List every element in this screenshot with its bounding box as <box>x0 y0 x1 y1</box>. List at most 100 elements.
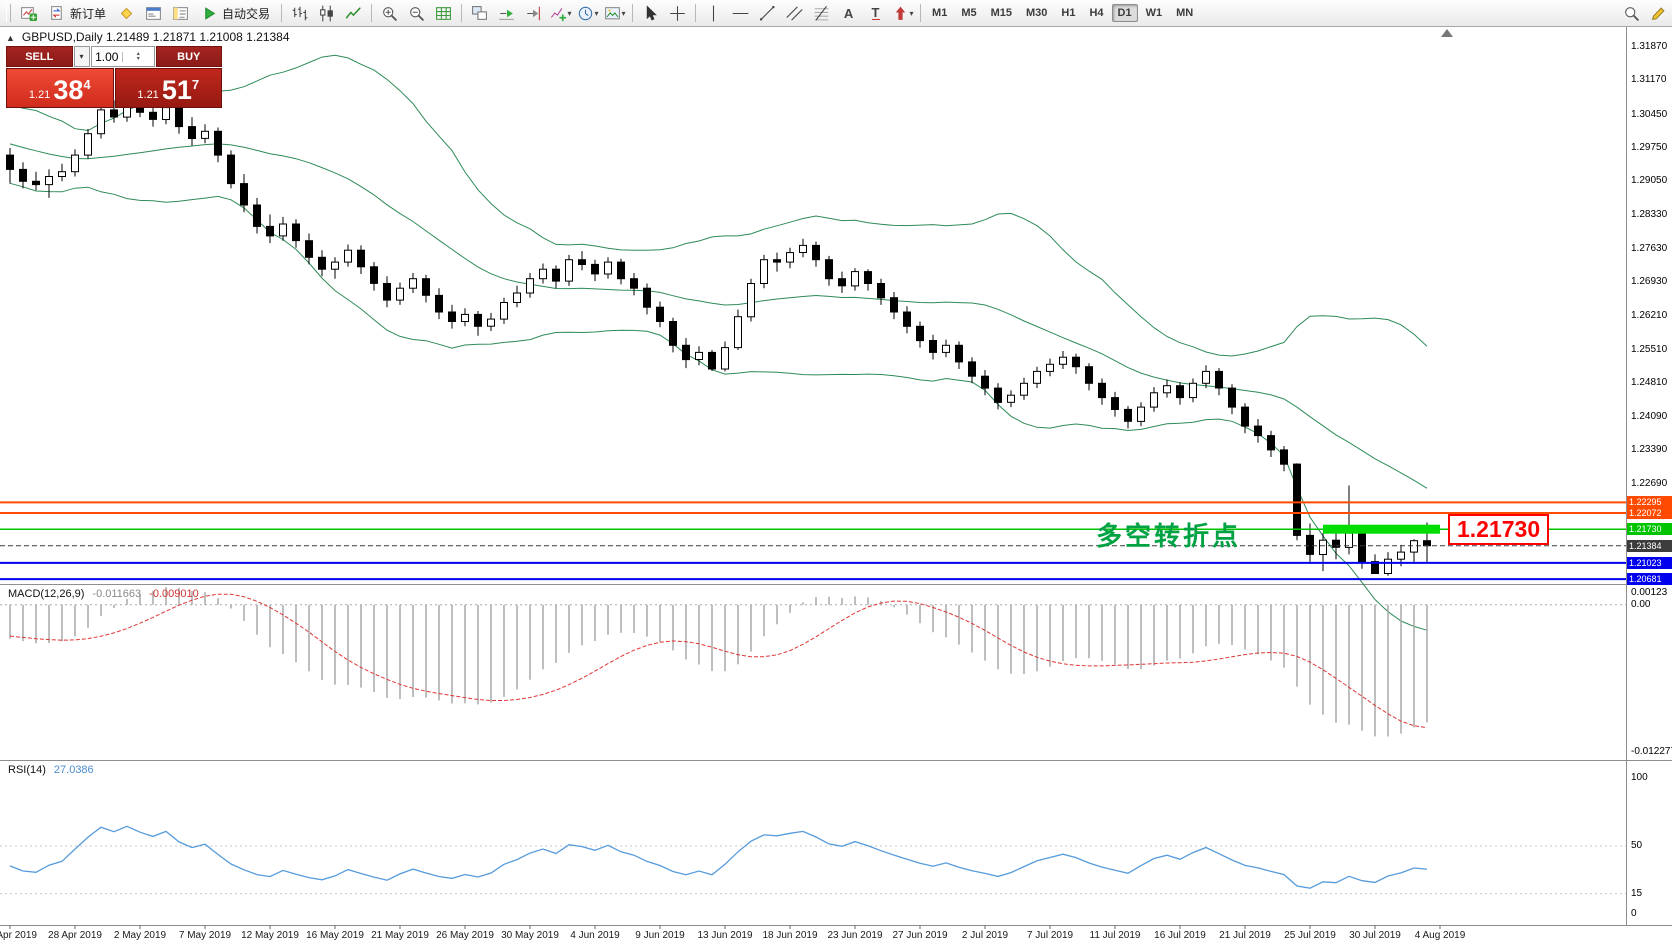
zoom-out-icon[interactable] <box>403 1 430 25</box>
date-axis-label: 26 May 2019 <box>436 930 494 941</box>
new-chart-icon[interactable] <box>15 1 42 25</box>
vertical-line-icon[interactable] <box>700 1 727 25</box>
volume-spinner: ▴ ▾ <box>122 50 154 62</box>
cursor-icon[interactable] <box>637 1 664 25</box>
toolbar-separator <box>695 4 697 22</box>
bar-chart-icon[interactable] <box>286 1 313 25</box>
grid-icon[interactable] <box>430 1 457 25</box>
pencil-icon[interactable] <box>1645 1 1672 25</box>
macd-axis-label: 0.00123 <box>1631 587 1668 598</box>
candles-layer <box>6 92 1431 576</box>
sell-price-button[interactable]: 1.21 384 <box>6 68 114 108</box>
volume-up-icon[interactable]: ▴ <box>136 50 140 57</box>
buy-price-pips: 517 <box>161 75 200 105</box>
date-axis-label: 25 Jul 2019 <box>1284 930 1336 941</box>
tile-windows-icon[interactable] <box>466 1 493 25</box>
date-axis-label: 16 Jul 2019 <box>1154 930 1206 941</box>
macd-panel <box>0 587 1626 737</box>
bollinger-upper-line <box>9 54 1428 357</box>
panel-separators[interactable] <box>0 27 1672 926</box>
timeframe-d1-button[interactable]: D1 <box>1111 4 1138 22</box>
open-value: 1.21489 <box>105 30 150 44</box>
price-axis-label: 1.24090 <box>1631 411 1668 423</box>
date-axis-label: 16 May 2019 <box>306 930 364 941</box>
price-axis-label: 1.26930 <box>1631 276 1668 288</box>
new-order-button[interactable]: 新订单 <box>42 1 113 25</box>
chart-shift-icon[interactable] <box>520 1 547 25</box>
market-watch-icon[interactable] <box>140 1 167 25</box>
timeframe-m1-button[interactable]: M1 <box>932 7 948 19</box>
price-axis-label: 1.29050 <box>1631 175 1668 187</box>
highlight-rectangle[interactable] <box>1323 524 1440 534</box>
channel-icon[interactable] <box>781 1 808 25</box>
macd-indicator-label: MACD(12,26,9) -0.011663 -0.009010 <box>8 588 199 600</box>
toolbar-separator <box>632 4 634 22</box>
price-callout-label[interactable]: 1.21730 <box>1448 514 1550 545</box>
price-level-tag: 1.22072 <box>1627 506 1672 519</box>
horizontal-level-lines[interactable] <box>0 501 1626 581</box>
sell-price-pips: 384 <box>53 75 91 105</box>
crosshair-icon[interactable] <box>664 1 691 25</box>
indicators-icon[interactable]: ▾ <box>547 1 574 25</box>
rsi-panel <box>0 825 1626 895</box>
date-axis-label: 30 Jul 2019 <box>1349 930 1401 941</box>
time-axis-ticks <box>9 925 1441 929</box>
toolbar-grip[interactable] <box>6 4 11 22</box>
price-axis-label: 1.23390 <box>1631 444 1668 456</box>
toolbar-separator <box>281 4 283 22</box>
price-axis-label: 1.25510 <box>1631 343 1668 355</box>
horizontal-line-icon[interactable] <box>727 1 754 25</box>
buy-price-button[interactable]: 1.21 517 <box>114 68 222 108</box>
timeframe-h4-button[interactable]: H4 <box>1089 7 1104 19</box>
date-axis-label: 11 Jul 2019 <box>1089 930 1141 941</box>
volume-down-icon[interactable]: ▾ <box>136 55 140 62</box>
chart-symbol-ohlc: ▲ GBPUSD,Daily 1.21489 1.21871 1.21008 1.… <box>6 30 290 44</box>
timeframe-w1-button[interactable]: W1 <box>1145 7 1163 19</box>
collapse-trade-panel-icon[interactable]: ▲ <box>6 33 15 43</box>
timeframe-m30-button[interactable]: M30 <box>1026 7 1048 19</box>
templates-icon[interactable]: ▾ <box>601 1 628 25</box>
line-chart-icon[interactable] <box>340 1 367 25</box>
high-value: 1.21871 <box>152 30 197 44</box>
date-axis-label: 21 Jul 2019 <box>1219 930 1271 941</box>
text-label-icon[interactable]: T <box>871 5 880 20</box>
date-axis-label: 12 May 2019 <box>241 930 299 941</box>
toolbar-separator <box>920 4 922 22</box>
volume-input[interactable]: 1.00 ▴ ▾ <box>90 46 155 67</box>
timeframe-h1-button[interactable]: H1 <box>1061 7 1076 19</box>
auto-scroll-icon[interactable] <box>493 1 520 25</box>
date-axis-label: 13 Jun 2019 <box>697 930 753 941</box>
date-axis-label: 23 Jun 2019 <box>827 930 883 941</box>
price-axis-label: 1.28330 <box>1631 209 1668 221</box>
sell-price-prefix: 1.21 <box>28 89 51 101</box>
rsi-axis-label: 100 <box>1631 772 1648 783</box>
timeframe-mn-button[interactable]: MN <box>1176 7 1194 19</box>
chart-shift-marker[interactable] <box>1441 29 1453 37</box>
symbol-period-label: GBPUSD,Daily <box>21 30 103 44</box>
price-level-tag: 1.21384 <box>1627 539 1672 552</box>
metaeditor-icon[interactable] <box>113 1 140 25</box>
timeframe-m15-button[interactable]: M15 <box>990 7 1012 19</box>
navigator-icon[interactable] <box>167 1 194 25</box>
buy-button[interactable]: BUY <box>155 46 222 67</box>
zoom-in-icon[interactable] <box>376 1 403 25</box>
order-type-dropdown[interactable]: ▾ <box>73 46 90 67</box>
rsi-axis-label: 50 <box>1631 840 1643 851</box>
price-axis-label: 1.26210 <box>1631 310 1668 322</box>
turning-point-annotation[interactable]: 多空转折点 <box>1096 521 1242 551</box>
arrows-icon[interactable]: ▾ <box>889 1 916 25</box>
candlestick-chart-icon[interactable] <box>313 1 340 25</box>
timeframe-m5-button[interactable]: M5 <box>961 7 977 19</box>
trendline-icon[interactable] <box>754 1 781 25</box>
autotrading-button[interactable]: 自动交易 <box>194 1 277 25</box>
date-axis-label: 7 May 2019 <box>178 930 232 941</box>
date-axis-label: 4 Aug 2019 <box>1414 930 1466 941</box>
fibonacci-icon[interactable] <box>808 1 835 25</box>
periods-icon[interactable]: ▾ <box>574 1 601 25</box>
search-icon[interactable] <box>1618 1 1645 25</box>
text-icon[interactable]: A <box>843 5 854 21</box>
bollinger-lower-line <box>9 182 1428 631</box>
date-axis-label: 7 Jul 2019 <box>1026 930 1074 941</box>
sell-button[interactable]: SELL <box>6 46 73 67</box>
